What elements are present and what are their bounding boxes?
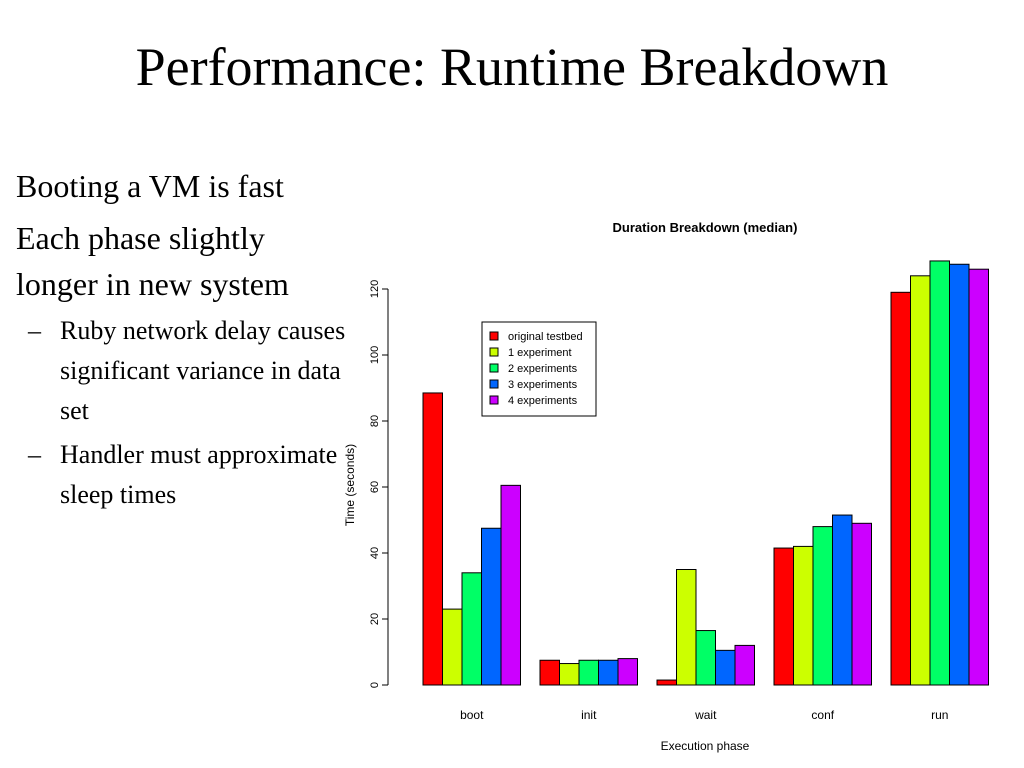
x-axis-label: Execution phase bbox=[661, 739, 750, 753]
sub-bullet-ruby-text: Ruby network delay causes significant va… bbox=[60, 316, 346, 425]
sub-bullet-dash: – bbox=[28, 316, 41, 345]
bar-boot-series-4 bbox=[481, 527, 502, 686]
bar-wait-series-5 bbox=[734, 644, 755, 686]
x-tick-labels: boot init wait conf run bbox=[460, 708, 948, 722]
legend-label-series-2: 1 experiment bbox=[508, 347, 572, 359]
y-tick-label: 0 bbox=[369, 682, 381, 688]
y-tick-label: 40 bbox=[369, 547, 381, 559]
bar-run-series-1 bbox=[890, 291, 911, 686]
bar-boot-series-5 bbox=[500, 484, 521, 686]
legend: original testbed 1 experiment 2 experiment… bbox=[481, 321, 597, 417]
legend-box bbox=[481, 321, 597, 417]
bar-wait-series-1 bbox=[656, 679, 677, 686]
x-tick-label-run: run bbox=[931, 708, 948, 722]
bar-conf-series-1 bbox=[773, 547, 794, 686]
x-tick-label-init: init bbox=[581, 708, 597, 722]
y-tick-label: 120 bbox=[369, 280, 381, 298]
y-tick-label: 80 bbox=[369, 415, 381, 427]
bar-init-series-5 bbox=[617, 658, 638, 686]
sub-bullet-handler: – Handler must approximate sleep times bbox=[28, 435, 351, 515]
bar-conf-series-3 bbox=[812, 526, 833, 686]
bar-boot-series-2 bbox=[442, 608, 463, 686]
bar-wait-series-2 bbox=[676, 569, 697, 686]
bar-init-series-2 bbox=[559, 663, 580, 686]
y-tick-label: 100 bbox=[369, 346, 381, 364]
chart-title: Duration Breakdown (median) bbox=[613, 220, 798, 235]
y-axis-label: Time (seconds) bbox=[343, 444, 357, 526]
legend-swatch-series-2 bbox=[489, 347, 499, 357]
y-tick-label: 20 bbox=[369, 613, 381, 625]
legend-swatch-series-4 bbox=[489, 379, 499, 389]
sub-bullet-dash: – bbox=[28, 440, 41, 469]
bar-wait-series-4 bbox=[715, 649, 736, 686]
legend-swatch-series-5 bbox=[489, 395, 499, 405]
bar-run-series-5 bbox=[968, 268, 989, 686]
bar-init-series-4 bbox=[598, 659, 619, 686]
bar-boot-series-3 bbox=[461, 572, 482, 686]
y-axis: 0 20 40 60 80 100 120 bbox=[369, 280, 389, 688]
legend-swatch-series-1 bbox=[489, 331, 499, 341]
bullet-each-phase: Each phase slightly longer in new system bbox=[16, 220, 289, 302]
bar-wait-series-3 bbox=[695, 630, 716, 686]
legend-label-series-5: 4 experiments bbox=[508, 395, 578, 407]
legend-label-series-4: 3 experiments bbox=[508, 379, 578, 391]
bar-conf-series-5 bbox=[851, 522, 872, 686]
bar-conf-series-4 bbox=[832, 514, 853, 686]
duration-bar-chart: Duration Breakdown (median) Execution ph… bbox=[343, 220, 989, 753]
bar-boot-series-1 bbox=[422, 392, 443, 686]
bars bbox=[422, 260, 989, 686]
x-tick-label-conf: conf bbox=[811, 708, 834, 722]
bar-run-series-2 bbox=[910, 275, 931, 686]
x-tick-label-boot: boot bbox=[460, 708, 484, 722]
legend-label-series-3: 2 experiments bbox=[508, 363, 578, 375]
bar-init-series-1 bbox=[539, 659, 560, 686]
bar-conf-series-2 bbox=[793, 545, 814, 686]
legend-label-series-1: original testbed bbox=[508, 331, 583, 343]
bar-run-series-3 bbox=[929, 260, 950, 686]
bar-run-series-4 bbox=[949, 263, 970, 686]
bullet-list: Booting a VM is fast Each phase slightly… bbox=[16, 163, 351, 519]
bar-init-series-3 bbox=[578, 659, 599, 686]
sub-bullet-handler-text: Handler must approximate sleep times bbox=[60, 440, 338, 509]
bullet-booting: Booting a VM is fast bbox=[16, 168, 284, 204]
sub-bullet-ruby: – Ruby network delay causes significant … bbox=[28, 311, 351, 431]
slide-title: Performance: Runtime Breakdown bbox=[135, 37, 889, 97]
y-tick-label: 60 bbox=[369, 481, 381, 493]
legend-swatch-series-3 bbox=[489, 363, 499, 373]
x-tick-label-wait: wait bbox=[694, 708, 717, 722]
